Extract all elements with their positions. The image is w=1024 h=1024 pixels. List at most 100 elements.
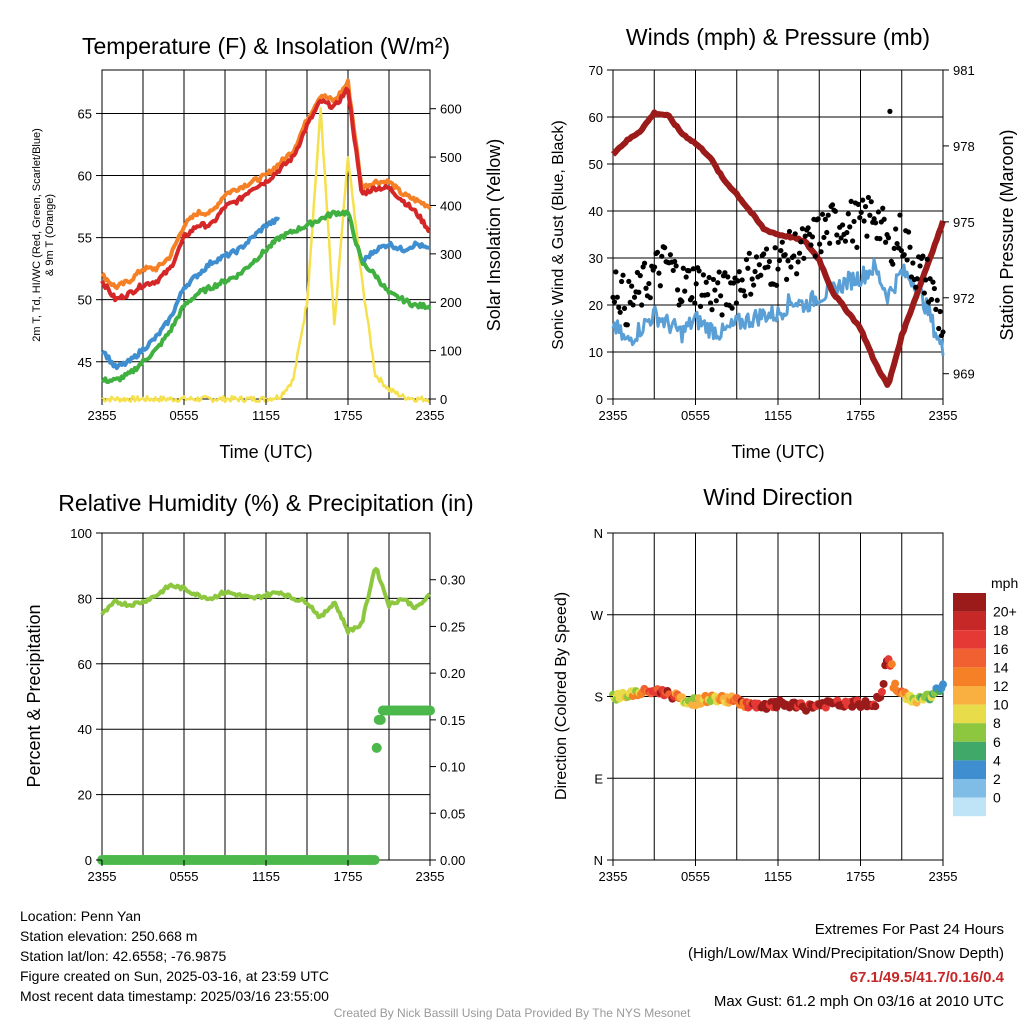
temp-ytick-label-right: 600 (440, 102, 462, 117)
gust-point (773, 282, 780, 288)
rh-xtick-label: 1155 (252, 869, 280, 884)
gust-point (719, 312, 725, 318)
gust-point (794, 271, 800, 277)
gust-point (736, 269, 742, 275)
gust-point (927, 276, 933, 282)
wind-direction-point (939, 680, 947, 689)
gust-point (763, 246, 770, 252)
gust-point (643, 285, 649, 291)
gust-point (827, 240, 833, 246)
gust-point (690, 266, 696, 272)
wdir-xtick-label: 0555 (681, 869, 710, 884)
temperature-9m-line (101, 78, 432, 291)
gust-point (847, 224, 853, 230)
gust-point (674, 287, 681, 293)
gust-point (693, 281, 699, 287)
gust-point (785, 258, 791, 264)
temp-ytick-label-left: 55 (78, 231, 92, 246)
gust-point (858, 209, 864, 216)
colorbar-label: 8 (993, 715, 1001, 731)
winds-xtick-label: 1755 (846, 408, 875, 423)
gust-point (799, 226, 805, 232)
gust-point (815, 216, 821, 222)
gust-point (835, 239, 841, 245)
gust-point (735, 278, 741, 284)
gust-point (894, 240, 900, 247)
gust-point (761, 251, 767, 257)
colorbar-swatch (953, 779, 986, 798)
gust-point (670, 267, 676, 274)
gust-point (712, 287, 718, 293)
gust-point (775, 266, 781, 272)
info-created: Figure created on Sun, 2025-03-16, at 23… (20, 968, 329, 984)
gust-point (617, 309, 623, 315)
gust-point (611, 299, 618, 305)
panel-winds: Winds (mph) & Pressure (mb) 0 10 20 30 40 50 6… (550, 24, 1017, 462)
precipitation-point (371, 742, 382, 753)
gust-point (861, 218, 867, 224)
gust-point (818, 249, 824, 255)
rh-ytick-label-right: 0.30 (440, 573, 465, 588)
rh-ylabel: Percent & Precipitation (24, 604, 44, 787)
gust-point (867, 212, 873, 218)
winds-ytick-label-right: 969 (953, 367, 975, 382)
gust-point (616, 304, 622, 311)
rh-ytick-label-left: 80 (78, 591, 92, 606)
extremes-subtitle: (High/Low/Max Wind/Precipitation/Snow De… (688, 945, 1004, 962)
gust-point (676, 302, 682, 308)
winds-ytick-label-right: 975 (953, 215, 975, 230)
dewpoint-line (100, 209, 432, 384)
winds-ytick-label-left: 40 (589, 204, 603, 219)
gust-point (842, 238, 849, 244)
gust-point (739, 277, 745, 283)
colorbar-swatch (953, 723, 986, 742)
temp-xtick-label: 2355 (88, 408, 117, 423)
gust-point (880, 205, 886, 211)
rh-ytick-label-left: 100 (70, 526, 92, 541)
winds-ylabel-right: Station Pressure (Maroon) (997, 129, 1017, 340)
gust-point (907, 244, 913, 250)
rh-ytick-label-right: 0.10 (440, 760, 465, 775)
gust-point (740, 288, 747, 294)
gust-point (822, 216, 828, 222)
gust-point (914, 276, 920, 282)
colorbar-swatch (953, 741, 986, 761)
gust-point (891, 245, 897, 251)
colorbar-label: 20+ (993, 604, 1017, 620)
rh-ytick-label-right: 0.05 (440, 806, 465, 821)
temp-xtick-label: 1155 (252, 408, 280, 423)
gust-point (901, 252, 907, 258)
wdir-xtick-label: 1755 (846, 869, 875, 884)
gust-point (631, 294, 638, 300)
gust-point (700, 272, 706, 278)
winds-xtick-label: 1155 (764, 408, 792, 423)
winds-ytick-label-left: 0 (596, 392, 603, 407)
winds-xlabel: Time (UTC) (731, 442, 824, 462)
gust-point (613, 269, 619, 275)
gust-point (788, 264, 794, 270)
gust-point (821, 234, 827, 241)
winds-ytick-label-right: 978 (953, 139, 975, 154)
gust-point (865, 194, 871, 201)
wdir-xtick-label: 2355 (599, 869, 628, 884)
colorbar-swatch (953, 593, 986, 612)
gust-point (672, 258, 678, 265)
gust-point (626, 278, 632, 284)
gust-point (610, 294, 616, 300)
gust-point (924, 256, 930, 262)
gust-point (862, 203, 869, 210)
rh-xtick-label: 0555 (170, 869, 199, 884)
gust-point (844, 229, 850, 236)
gust-point (713, 298, 719, 304)
gust-point (753, 254, 760, 260)
gust-point (845, 211, 851, 217)
gust-point (782, 252, 788, 258)
gust-point (725, 274, 731, 280)
gust-point (751, 282, 757, 288)
sonic-wind-line (611, 257, 945, 356)
gust-point (703, 279, 709, 285)
rh-ytick-label-left: 40 (78, 722, 92, 737)
gust-point (829, 202, 836, 208)
temp-ytick-label-right: 400 (440, 198, 462, 213)
